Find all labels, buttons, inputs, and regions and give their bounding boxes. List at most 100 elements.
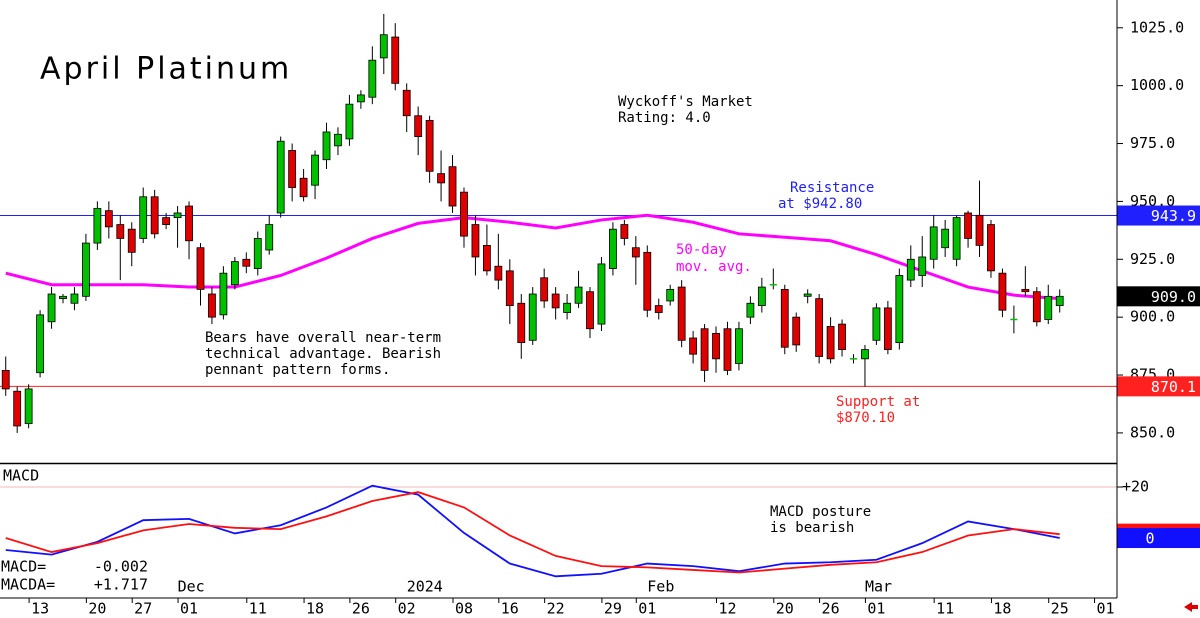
candle-body [185,205,193,242]
candle-body [906,258,915,281]
x-tick-label: 11 [249,600,267,618]
candle-body [838,323,846,350]
y-tick-label: 1025.0 [1130,18,1184,36]
x-tick-label: 20 [88,600,106,618]
moving-average [5,213,1060,301]
candle-body [391,36,400,84]
candle-body [356,94,365,103]
candle-body [975,214,984,246]
candle-body [883,307,892,350]
price-box-label: 870.1 [1151,378,1196,396]
candle-body [299,177,308,198]
month-label: 2024 [407,578,443,596]
annotation: Support at [836,394,920,410]
x-tick-label: 08 [455,600,473,618]
candle-body [551,293,560,309]
x-tick-label: 25 [1051,600,1069,618]
candle-body [1021,288,1030,293]
candle-body [1055,295,1064,306]
macd-line [5,491,1060,574]
y-tick-label: 950.0 [1130,192,1175,210]
candle-body [414,115,423,137]
candle-body [162,217,171,225]
x-tick-label: 01 [638,600,656,618]
candle-body [460,191,468,237]
last-price-box [1117,286,1200,307]
candle-body [735,328,743,364]
annotation: Wyckoff's Market [618,94,753,110]
candle-body [620,224,629,239]
y-tick-label: 925.0 [1130,250,1175,268]
candle-body [517,302,526,344]
candle-body [425,119,434,172]
candle-body [597,263,606,325]
candle-body [712,332,720,360]
annotation: $870.10 [836,410,895,426]
candle-body [964,212,972,239]
x-tick-label: 29 [604,600,622,618]
candle-body [139,196,148,239]
y-tick-label: +20 [1122,477,1149,495]
candle-body [13,390,22,427]
month-label: Mar [865,578,892,596]
candle-body [826,326,835,360]
annotation: at $942.80 [778,196,862,212]
candle-body [334,133,342,147]
candle-body [987,224,995,272]
price-box-label: 943.9 [1151,207,1196,225]
candle-body [631,247,640,258]
candle-body [918,256,927,276]
candle-body [345,103,354,140]
annotation: Resistance [790,180,874,196]
macd-line [5,484,1060,578]
x-tick-label: 20 [776,600,794,618]
last-price-label: 909.0 [1151,288,1196,306]
candle-body [815,298,824,357]
candle-body [609,228,617,269]
candle-body [24,388,33,425]
readout-value: -0.002 [94,558,148,576]
candle-body [998,272,1007,311]
candle-body [929,226,938,260]
candle-body [104,210,113,228]
candle-body [563,302,571,313]
x-tick-label: 01 [180,600,198,618]
x-tick-label: 02 [398,600,416,618]
candle-body [368,59,377,98]
x-tick-label: 13 [31,600,49,618]
annotation: 50-day [676,242,727,258]
annotation: Rating: 4.0 [618,110,711,126]
x-tick-label: 16 [501,600,519,618]
candle-body [208,293,216,318]
candle-body [150,196,159,235]
y-tick-label: 1000.0 [1130,76,1184,94]
candle-body [723,328,732,371]
month-label: Feb [647,578,674,596]
candle-body [219,272,228,316]
candle-body [792,316,801,346]
candle-body [402,89,411,117]
annotation: mov. avg. [676,259,752,275]
candle-body [952,217,961,260]
candle-body [379,34,388,59]
candle-body [1044,295,1053,320]
candle-body [780,288,789,348]
candle-body [242,258,251,267]
x-tick-label: 01 [1097,600,1115,618]
chart-title: April Platinum [40,52,292,87]
end-box [1117,528,1200,549]
candle-body [196,247,205,290]
candle-body [528,293,537,341]
candle-body [230,261,239,286]
readout-bg [0,556,165,596]
candle-body [494,265,503,281]
x-tick-label: 22 [547,600,565,618]
candle-body [116,224,125,239]
candle-body [173,212,182,219]
scroll-arrow[interactable] [1184,602,1198,612]
candle-body [666,288,675,302]
month-label: Dec [178,578,205,596]
panel-title: MACD [3,467,39,485]
candle-body [70,293,79,304]
x-tick-label: 18 [993,600,1011,618]
